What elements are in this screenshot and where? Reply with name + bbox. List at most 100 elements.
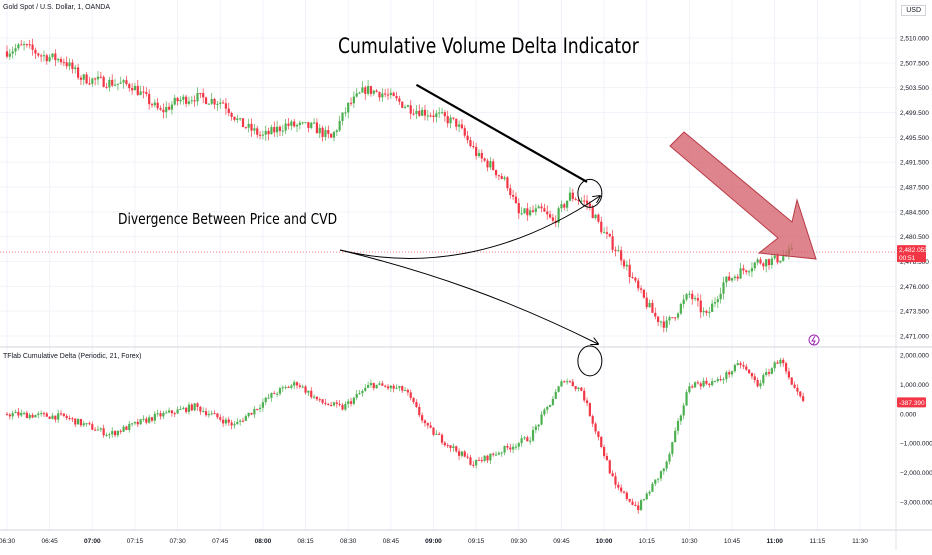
cvd-candle[interactable]	[153, 413, 156, 421]
cvd-candle[interactable]	[406, 390, 410, 393]
price-candle[interactable]	[608, 233, 611, 237]
cvd-candle[interactable]	[31, 414, 34, 418]
price-candle[interactable]	[315, 122, 319, 134]
price-candle[interactable]	[150, 104, 154, 106]
price-candle[interactable]	[79, 77, 83, 80]
cvd-candle[interactable]	[145, 418, 148, 423]
cvd-candle[interactable]	[776, 362, 779, 364]
price-candle[interactable]	[469, 140, 472, 147]
price-candle[interactable]	[614, 249, 617, 252]
cvd-candle[interactable]	[173, 413, 176, 415]
price-candle[interactable]	[213, 98, 216, 105]
price-candle[interactable]	[34, 49, 37, 54]
cvd-candle[interactable]	[116, 430, 119, 436]
price-candle[interactable]	[108, 79, 111, 88]
price-candle[interactable]	[719, 293, 722, 300]
price-candle[interactable]	[85, 74, 88, 84]
cvd-candle[interactable]	[162, 413, 165, 417]
price-candle[interactable]	[455, 118, 458, 127]
cvd-candle[interactable]	[113, 431, 117, 436]
cvd-candle[interactable]	[244, 416, 247, 421]
cvd-candle[interactable]	[489, 453, 492, 461]
cvd-candle[interactable]	[625, 492, 628, 499]
cvd-candle[interactable]	[278, 388, 282, 394]
cvd-candle[interactable]	[748, 369, 751, 374]
cvd-candle[interactable]	[537, 424, 540, 427]
price-candle[interactable]	[639, 288, 643, 290]
cvd-candle[interactable]	[457, 451, 461, 456]
currency-button[interactable]: USD	[901, 5, 926, 16]
cvd-candle[interactable]	[253, 408, 256, 415]
cvd-candle[interactable]	[577, 387, 580, 389]
price-candle[interactable]	[611, 236, 614, 250]
cvd-candle[interactable]	[671, 442, 674, 454]
cvd-candle[interactable]	[34, 415, 37, 418]
price-candle[interactable]	[167, 106, 171, 110]
price-candle[interactable]	[676, 313, 680, 318]
cvd-candle[interactable]	[614, 476, 617, 485]
cvd-candle[interactable]	[688, 386, 691, 393]
cvd-candle[interactable]	[187, 404, 191, 412]
price-candle[interactable]	[594, 214, 597, 219]
cvd-candle[interactable]	[273, 393, 276, 395]
cvd-candle[interactable]	[659, 471, 663, 479]
cvd-candle[interactable]	[588, 403, 591, 417]
cvd-candle[interactable]	[102, 428, 105, 436]
cvd-candle[interactable]	[452, 446, 455, 448]
price-candle[interactable]	[483, 158, 486, 161]
price-candle[interactable]	[162, 109, 165, 113]
price-candle[interactable]	[99, 76, 102, 78]
cvd-candle[interactable]	[347, 401, 350, 404]
price-candle[interactable]	[762, 263, 765, 267]
cvd-candle[interactable]	[642, 499, 645, 501]
cvd-candle[interactable]	[327, 403, 330, 406]
price-candle[interactable]	[480, 152, 483, 159]
cvd-candle[interactable]	[59, 413, 63, 415]
cvd-candle[interactable]	[247, 412, 250, 417]
cvd-candle[interactable]	[338, 403, 341, 405]
cvd-candle[interactable]	[122, 426, 125, 432]
cvd-candle[interactable]	[298, 385, 301, 387]
price-candle[interactable]	[159, 108, 162, 110]
price-candle[interactable]	[301, 122, 304, 124]
price-candle[interactable]	[460, 124, 464, 129]
cvd-candle[interactable]	[742, 365, 745, 367]
price-candle[interactable]	[298, 122, 301, 125]
price-candle[interactable]	[688, 293, 691, 295]
indicator-label[interactable]: TFlab Cumulative Delta (Periodic, 21, Fo…	[3, 353, 142, 360]
cvd-candle[interactable]	[762, 374, 765, 384]
cvd-candle[interactable]	[148, 417, 151, 423]
price-candle[interactable]	[45, 55, 48, 62]
price-candle[interactable]	[54, 53, 57, 61]
cvd-candle[interactable]	[759, 383, 762, 387]
last-price-badge[interactable]	[897, 245, 926, 263]
cvd-candle[interactable]	[637, 505, 640, 511]
price-candle[interactable]	[165, 106, 168, 113]
price-candle[interactable]	[654, 312, 657, 317]
price-candle[interactable]	[91, 78, 94, 84]
price-candle[interactable]	[264, 130, 267, 135]
price-candle[interactable]	[28, 44, 31, 46]
cvd-candle[interactable]	[711, 381, 714, 386]
price-candle[interactable]	[546, 211, 549, 215]
price-candle[interactable]	[304, 122, 307, 124]
price-candle[interactable]	[691, 293, 694, 300]
cvd-candle[interactable]	[330, 405, 333, 407]
price-candle[interactable]	[566, 200, 569, 208]
price-candle[interactable]	[281, 130, 284, 132]
cvd-candle[interactable]	[449, 445, 452, 448]
cvd-candle[interactable]	[312, 396, 316, 398]
price-candle[interactable]	[176, 97, 179, 102]
price-candle[interactable]	[602, 232, 606, 234]
price-candle[interactable]	[466, 135, 469, 141]
cvd-candle[interactable]	[750, 373, 754, 377]
price-candle[interactable]	[725, 276, 728, 283]
price-candle[interactable]	[625, 264, 628, 267]
price-candle[interactable]	[580, 200, 583, 202]
price-candle[interactable]	[196, 93, 199, 102]
cvd-candle[interactable]	[725, 372, 728, 380]
price-candle[interactable]	[489, 161, 492, 168]
price-candle[interactable]	[765, 259, 768, 267]
cvd-candle[interactable]	[133, 421, 137, 424]
